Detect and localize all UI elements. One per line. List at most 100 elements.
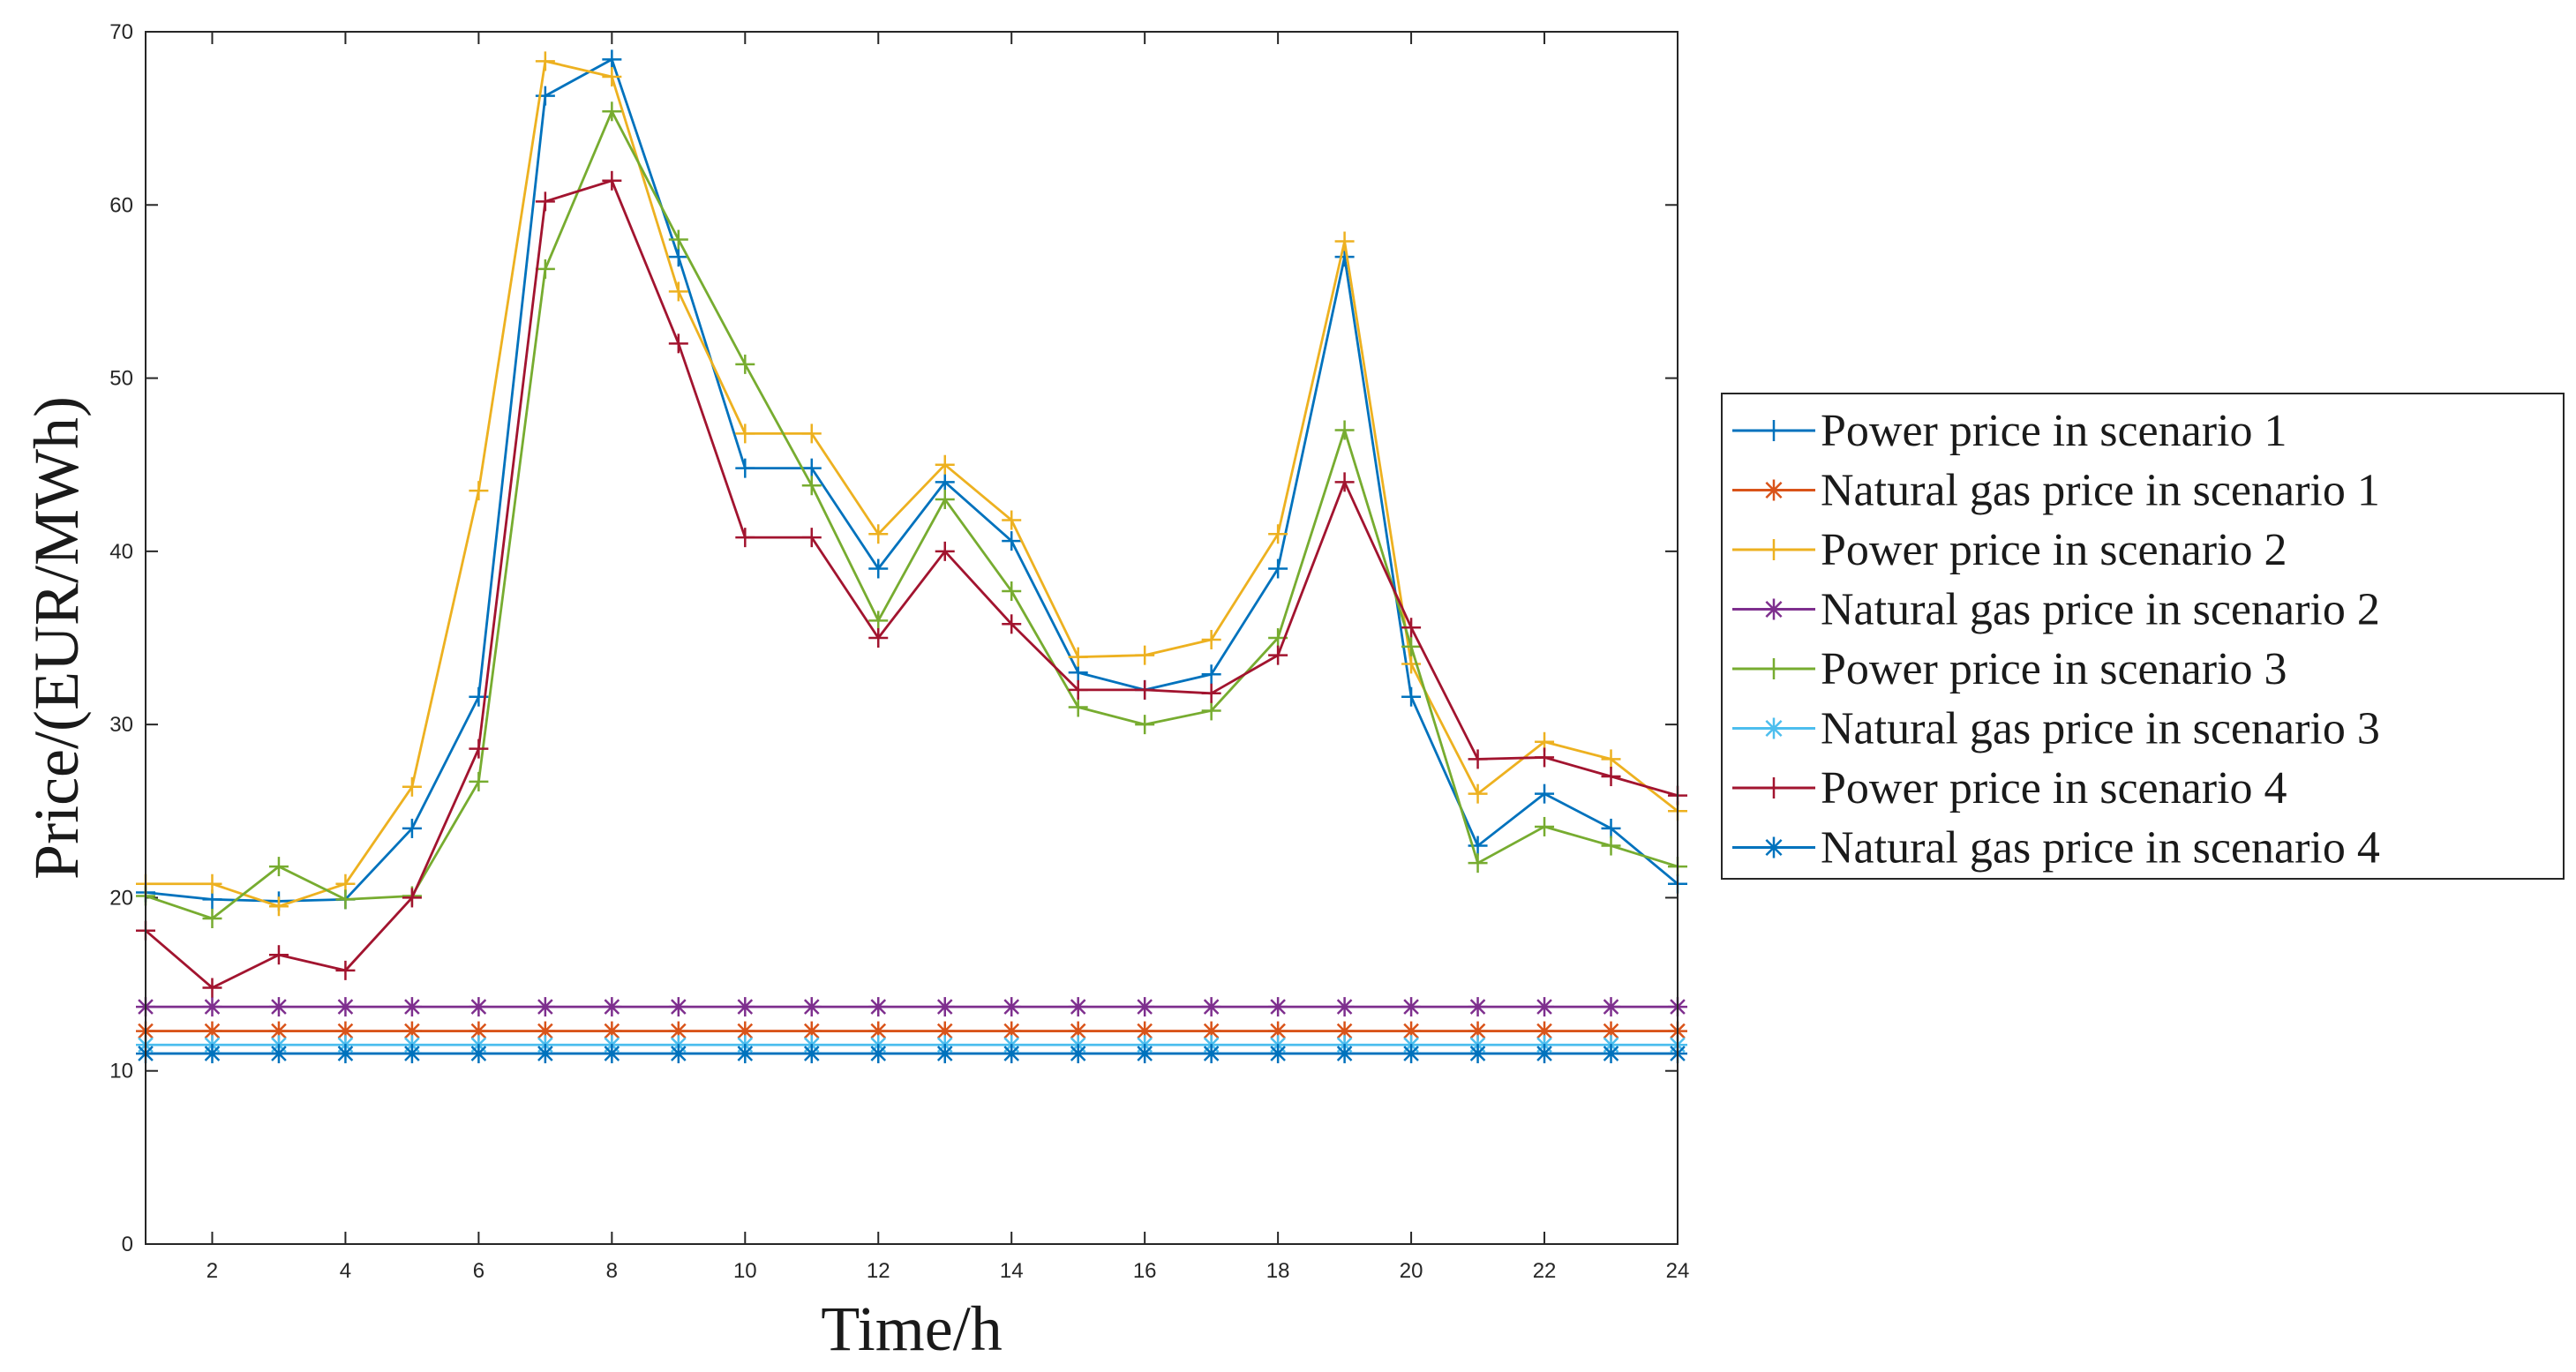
data-point (602, 101, 622, 122)
data-point (1401, 1044, 1422, 1064)
data-point (469, 481, 489, 501)
data-point (402, 1044, 422, 1064)
data-point (935, 472, 955, 492)
data-point (1135, 1021, 1155, 1041)
data-point (1535, 997, 1555, 1017)
data-point (1135, 645, 1155, 665)
data-point (1268, 524, 1288, 544)
legend-swatch-marker (1763, 658, 1784, 679)
data-point (668, 281, 688, 302)
data-point (1535, 747, 1555, 768)
data-point (1334, 472, 1355, 492)
legend-swatch-marker (1763, 420, 1784, 441)
legend-swatch-marker (1763, 836, 1784, 858)
data-point (735, 354, 755, 374)
data-point (1068, 647, 1088, 667)
data-point (1468, 1044, 1488, 1064)
data-point (268, 945, 289, 965)
data-point (268, 896, 289, 917)
data-point (402, 888, 422, 908)
data-point (868, 1021, 889, 1041)
data-point (202, 997, 222, 1017)
data-point (1135, 679, 1155, 700)
data-point (1334, 1044, 1355, 1064)
data-point (1535, 816, 1555, 836)
data-point (1002, 581, 1022, 602)
data-point (335, 997, 356, 1017)
data-point (1334, 420, 1355, 440)
data-point (602, 997, 622, 1017)
y-tick-label: 70 (109, 20, 133, 44)
x-tick-label: 22 (1533, 1259, 1557, 1283)
legend-swatch-marker (1763, 598, 1784, 620)
data-point (1068, 679, 1088, 700)
data-point (1002, 1044, 1022, 1064)
data-point (202, 1021, 222, 1041)
data-point (1135, 715, 1155, 735)
data-point (1401, 997, 1422, 1017)
data-point (1268, 997, 1288, 1017)
legend-entry: Power price in scenario 2 (1732, 525, 2287, 575)
legend-box (1721, 393, 2565, 880)
data-point (1334, 997, 1355, 1017)
series-2 (136, 1021, 1687, 1041)
y-axis-label: Price/(EUR/MWh) (21, 396, 92, 880)
data-point (1468, 749, 1488, 769)
data-point (868, 559, 889, 579)
data-point (1468, 997, 1488, 1017)
y-tick-label: 20 (109, 886, 133, 910)
data-point (1268, 559, 1288, 579)
data-point (735, 458, 755, 478)
legend-entry: Natural gas price in scenario 1 (1732, 466, 2380, 516)
data-point (668, 997, 688, 1017)
data-point (935, 1044, 955, 1064)
data-point (602, 67, 622, 87)
x-axis-label: Time/h (821, 1293, 1002, 1364)
data-point (868, 1044, 889, 1064)
data-point (1002, 531, 1022, 551)
data-point (735, 424, 755, 444)
data-point (868, 524, 889, 544)
legend-swatch-marker (1763, 777, 1784, 798)
data-point (535, 191, 555, 212)
data-point (268, 1044, 289, 1064)
data-point (602, 49, 622, 70)
data-point (668, 334, 688, 354)
data-point (868, 997, 889, 1017)
data-point (602, 1044, 622, 1064)
data-point (535, 259, 555, 279)
data-point (1601, 767, 1621, 787)
data-point (535, 997, 555, 1017)
data-point (1135, 997, 1155, 1017)
legend-entry: Power price in scenario 1 (1732, 406, 2287, 456)
x-tick-label: 12 (867, 1259, 890, 1283)
data-point (735, 1021, 755, 1041)
data-point (1268, 1044, 1288, 1064)
data-point (1201, 997, 1221, 1017)
data-point (868, 628, 889, 648)
data-point (668, 247, 688, 267)
series-5 (136, 101, 1687, 928)
legend-entry: Natural gas price in scenario 2 (1732, 585, 2380, 635)
x-tick-label: 14 (1000, 1259, 1024, 1283)
data-point (935, 541, 955, 561)
series-7 (136, 170, 1687, 998)
data-point (1334, 231, 1355, 251)
data-point (668, 1021, 688, 1041)
y-tick-label: 60 (109, 193, 133, 217)
data-point (1468, 1021, 1488, 1041)
y-tick-label: 10 (109, 1060, 133, 1083)
legend-swatch-marker (1763, 479, 1784, 501)
legend-entry: Natural gas price in scenario 4 (1732, 823, 2380, 873)
data-point (935, 489, 955, 509)
series-8 (136, 1044, 1687, 1064)
data-point (268, 1021, 289, 1041)
legend-label: Natural gas price in scenario 1 (1821, 466, 2380, 516)
data-point (1468, 783, 1488, 804)
data-point (469, 771, 489, 791)
data-point (1535, 1044, 1555, 1064)
data-point (1535, 783, 1555, 804)
x-tick-label: 4 (340, 1259, 351, 1283)
